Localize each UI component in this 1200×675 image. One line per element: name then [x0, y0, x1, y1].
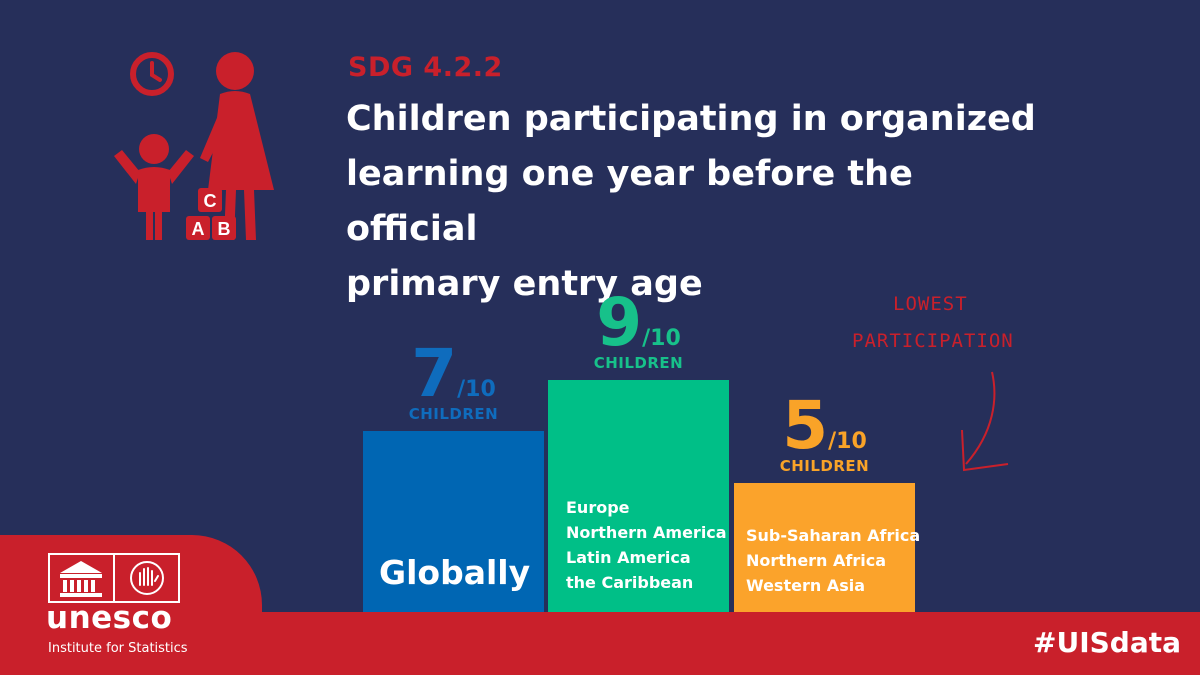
block-letter-b: B: [218, 219, 231, 239]
bar-denominator-label: /10: [828, 429, 867, 454]
bar-unit-label: CHILDREN: [593, 353, 684, 372]
bar-value-label: 7: [411, 335, 458, 413]
bar-value-label: 9: [596, 283, 643, 361]
region-line: Northern Africa: [746, 551, 887, 570]
bar-europe-americas: [548, 379, 729, 612]
bar-value-label: 5: [782, 387, 829, 464]
region-line: Sub-Saharan Africa: [746, 526, 921, 545]
clock-icon: [130, 52, 174, 96]
annotation-line-1: LOWEST: [893, 293, 968, 315]
children-learning-illustration: C A B: [114, 52, 274, 240]
uis-hashtag: #UISdata: [1033, 626, 1181, 659]
region-label-globally: Globally: [379, 553, 530, 593]
bar-globally: [363, 431, 544, 612]
annotation-arrow-icon: [961, 371, 1009, 472]
title-line-1: Children participating in organized: [346, 99, 1036, 139]
title-line-3: primary entry age: [346, 264, 703, 304]
region-line: the Caribbean: [566, 573, 694, 592]
page-title: Children participating in organized lear…: [346, 92, 1046, 312]
region-line: Northern America: [566, 523, 727, 542]
bar-unit-label: CHILDREN: [779, 457, 870, 475]
block-letter-a: A: [192, 219, 205, 239]
annotation-line-2: PARTICIPATION: [852, 330, 1014, 352]
child-figure-icon: [114, 134, 194, 240]
bar-denominator-label: /10: [642, 325, 681, 351]
unesco-wordmark: unesco: [46, 600, 173, 636]
adult-figure-icon: [200, 52, 274, 240]
bar-unit-label: CHILDREN: [408, 405, 499, 424]
region-list-africa-western-asia: Sub-Saharan Africa Northern Africa Weste…: [746, 523, 920, 598]
sdg-indicator: SDG 4.2.2: [348, 52, 503, 83]
bar-africa-western-asia: [734, 483, 915, 612]
letter-blocks-icon: C A B: [186, 188, 236, 240]
unesco-logo-block: [0, 535, 262, 675]
region-line: Latin America: [566, 548, 691, 567]
figure-globally: 7/10 CHILDREN: [393, 335, 514, 424]
unesco-emblem-icon: [48, 553, 180, 603]
region-line: Europe: [566, 498, 630, 517]
region-line: Globally: [379, 553, 531, 592]
title-line-2: learning one year before the official: [346, 154, 913, 249]
region-list-europe-americas: Europe Northern America Latin America th…: [566, 495, 727, 595]
region-line: Western Asia: [746, 576, 865, 595]
bar-denominator-label: /10: [457, 377, 496, 403]
block-letter-c: C: [204, 191, 217, 211]
figure-europe-americas: 9/10 CHILDREN: [578, 283, 699, 372]
institute-subtitle: Institute for Statistics: [48, 641, 188, 656]
figure-africa-western-asia: 5/10 CHILDREN: [764, 387, 885, 476]
